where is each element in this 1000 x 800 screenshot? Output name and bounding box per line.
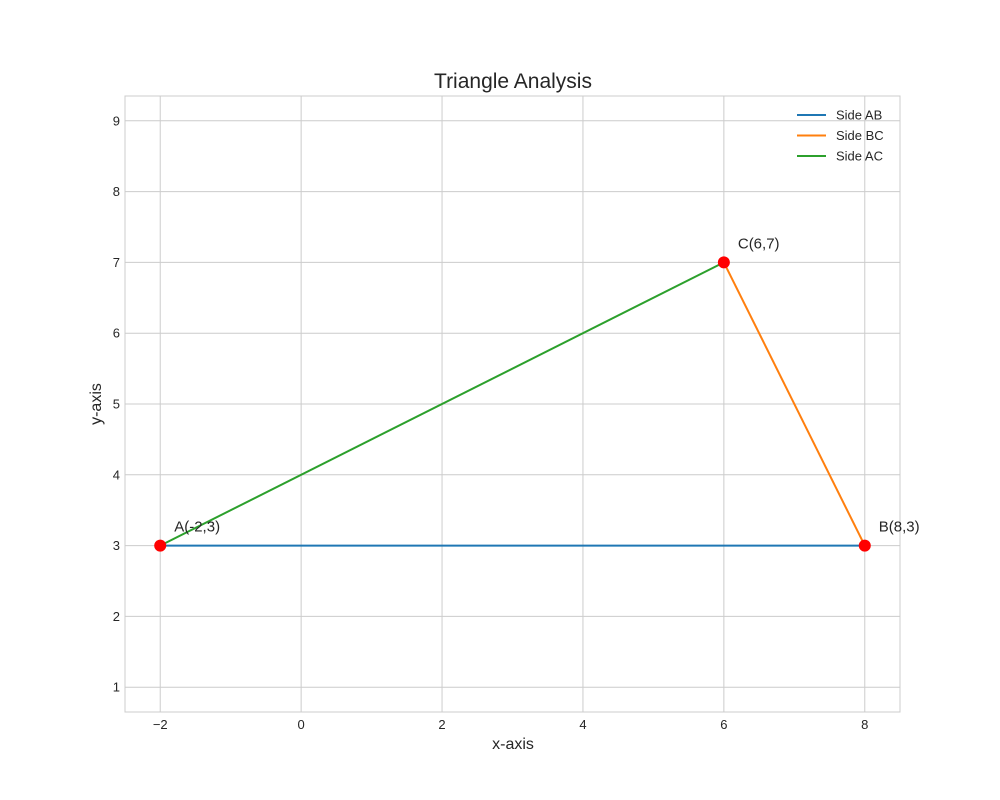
vertex-labels: A(-2,3) B(8,3) C(6,7): [174, 235, 919, 535]
legend-label: Side AC: [836, 149, 883, 164]
x-tick-label: 6: [720, 717, 727, 732]
y-tick-label: 9: [113, 113, 120, 128]
vertex-label: B(8,3): [879, 519, 920, 536]
x-tick-label: −2: [153, 717, 168, 732]
legend-label: Side AB: [836, 108, 882, 123]
legend-label: Side BC: [836, 128, 884, 143]
vertex-marker: [154, 539, 167, 552]
vertex-label: A(-2,3): [174, 519, 220, 536]
x-tick-label: 2: [438, 717, 445, 732]
vertex-marker: [717, 256, 730, 269]
chart-title: Triangle Analysis: [434, 70, 592, 93]
x-tick-label: 4: [579, 717, 586, 732]
y-tick-label: 8: [113, 184, 120, 199]
y-tick-label: 1: [113, 680, 120, 695]
y-tick-label: 2: [113, 609, 120, 624]
y-tick-label: 7: [113, 255, 120, 270]
vertex-marker: [858, 539, 871, 552]
y-tick-label: 4: [113, 467, 120, 482]
y-tick-label: 6: [113, 326, 120, 341]
vertex-label: C(6,7): [738, 235, 780, 252]
triangle-vertices: [154, 256, 871, 552]
y-tick-label: 3: [113, 538, 120, 553]
series-lines: [159, 261, 866, 547]
series-line-side-ac: [159, 261, 725, 547]
series-line-side-bc: [722, 261, 866, 547]
x-tick-labels: −2 0 2 4 6 8: [153, 717, 869, 732]
y-tick-labels: 1 2 3 4 5 6 7 8 9: [113, 113, 120, 694]
y-tick-label: 5: [113, 397, 120, 412]
x-axis-label: x-axis: [492, 736, 534, 753]
y-axis-label: y-axis: [88, 383, 105, 425]
plot-frame: [124, 95, 901, 713]
x-tick-label: 0: [298, 717, 305, 732]
legend: Side AB Side BC Side AC: [797, 108, 884, 164]
x-tick-label: 8: [861, 717, 868, 732]
